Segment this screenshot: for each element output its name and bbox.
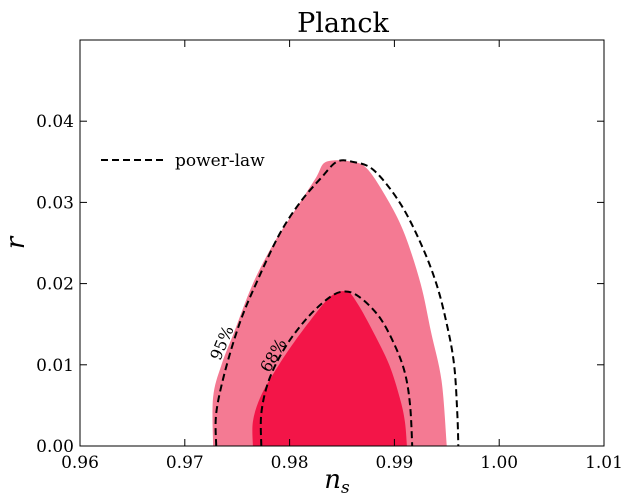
- x-axis-label-subscript: s: [341, 478, 350, 495]
- plot-frame: [79, 39, 605, 447]
- x-tick-label: 0.98: [271, 453, 309, 473]
- y-tick-label: 0.00: [36, 437, 74, 457]
- chart-title: Planck: [297, 8, 389, 39]
- y-tick-label: 0.02: [36, 275, 74, 295]
- y-tick-label: 0.01: [36, 356, 74, 376]
- power-law-curves: [214, 159, 460, 447]
- x-tick-label: 0.97: [166, 453, 204, 473]
- x-tick-label: 0.96: [61, 453, 99, 473]
- legend-label: power-law: [175, 151, 265, 171]
- x-axis-ticks: 0.96 0.97 0.98 0.99 1.00 1.01: [61, 40, 623, 473]
- x-tick-label: 1.00: [480, 453, 518, 473]
- x-axis-label-main: n: [324, 465, 341, 495]
- y-axis-ticks: 0.00 0.01 0.02 0.03 0.04: [36, 112, 604, 457]
- x-tick-label: 1.01: [585, 453, 623, 473]
- power-law-curve-95: [214, 159, 460, 447]
- y-tick-label: 0.03: [36, 193, 74, 213]
- y-tick-label: 0.04: [36, 112, 74, 132]
- x-tick-label: 0.99: [375, 453, 413, 473]
- x-axis-label: ns: [324, 465, 350, 495]
- region-68-percent: [252, 291, 407, 446]
- y-axis-label: r: [1, 235, 31, 249]
